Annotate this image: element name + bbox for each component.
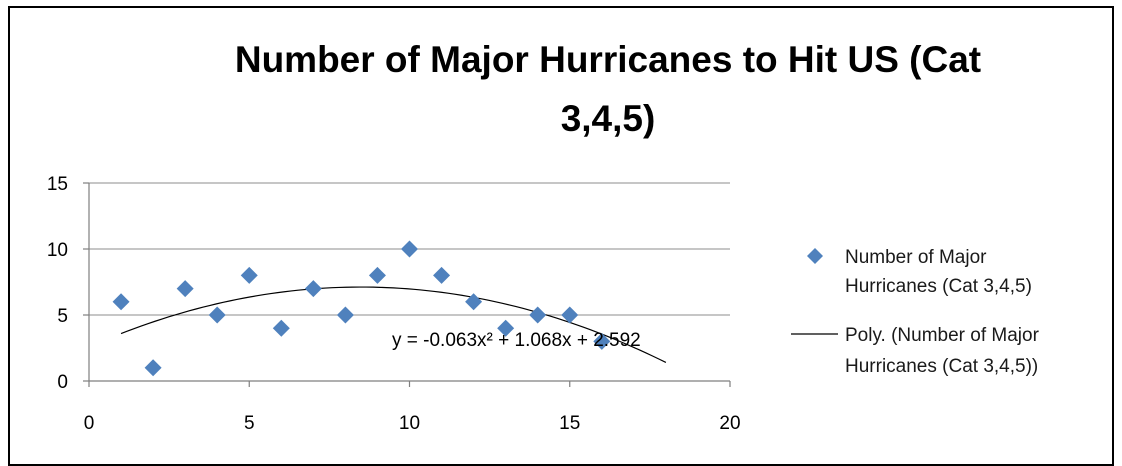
data-point-diamond xyxy=(208,306,226,324)
legend-trendline-label-line-1: Poly. (Number of Major xyxy=(845,325,1040,346)
data-point-diamond xyxy=(272,319,290,337)
y-tick-label: 15 xyxy=(47,174,68,195)
x-tick-label: 15 xyxy=(559,413,580,434)
y-tick-label: 0 xyxy=(57,372,68,393)
data-point-diamond xyxy=(176,280,194,298)
x-tick-label: 10 xyxy=(399,413,420,434)
y-tick-label: 10 xyxy=(47,240,68,261)
data-point-diamond xyxy=(112,293,130,311)
trendline-curve xyxy=(120,286,667,364)
legend-trendline-label-line-2: Hurricanes (Cat 3,4,5)) xyxy=(845,356,1038,377)
data-point-diamond xyxy=(497,319,515,337)
data-point-diamond xyxy=(336,306,354,324)
legend-series-label-line-2: Hurricanes (Cat 3,4,5) xyxy=(845,276,1032,297)
x-tick-label: 5 xyxy=(244,413,255,434)
chart-border xyxy=(8,6,1114,466)
chart-title-line-2: 3,4,5) xyxy=(561,98,656,139)
data-point-diamond xyxy=(144,359,162,377)
data-point-diamond xyxy=(529,306,547,324)
y-tick-labels: 0 5 10 15 xyxy=(47,174,68,393)
trendline-layer xyxy=(120,286,667,364)
y-tick-label: 5 xyxy=(57,306,68,327)
x-tick-labels: 0 5 10 15 20 xyxy=(84,413,741,434)
data-point-diamond xyxy=(465,293,483,311)
trendline-equation: y = -0.063x² + 1.068x + 2.592 xyxy=(392,330,641,351)
data-point-diamond xyxy=(593,332,611,350)
axes xyxy=(83,182,731,387)
x-tick-label: 20 xyxy=(719,413,740,434)
data-point-diamond xyxy=(368,266,386,284)
legend-series-label-line-1: Number of Major xyxy=(845,247,987,268)
x-tick-label: 0 xyxy=(84,413,95,434)
chart-title-line-1: Number of Major Hurricanes to Hit US (Ca… xyxy=(235,39,981,80)
data-point-diamond xyxy=(240,266,258,284)
data-point-diamond xyxy=(401,240,418,258)
data-point-diamond xyxy=(561,306,579,324)
data-point-diamond xyxy=(304,280,322,298)
data-point-diamond xyxy=(433,266,451,284)
legend: Number of Major Hurricanes (Cat 3,4,5) P… xyxy=(791,247,1040,377)
legend-marker-diamond xyxy=(807,248,823,264)
data-points xyxy=(112,240,611,377)
